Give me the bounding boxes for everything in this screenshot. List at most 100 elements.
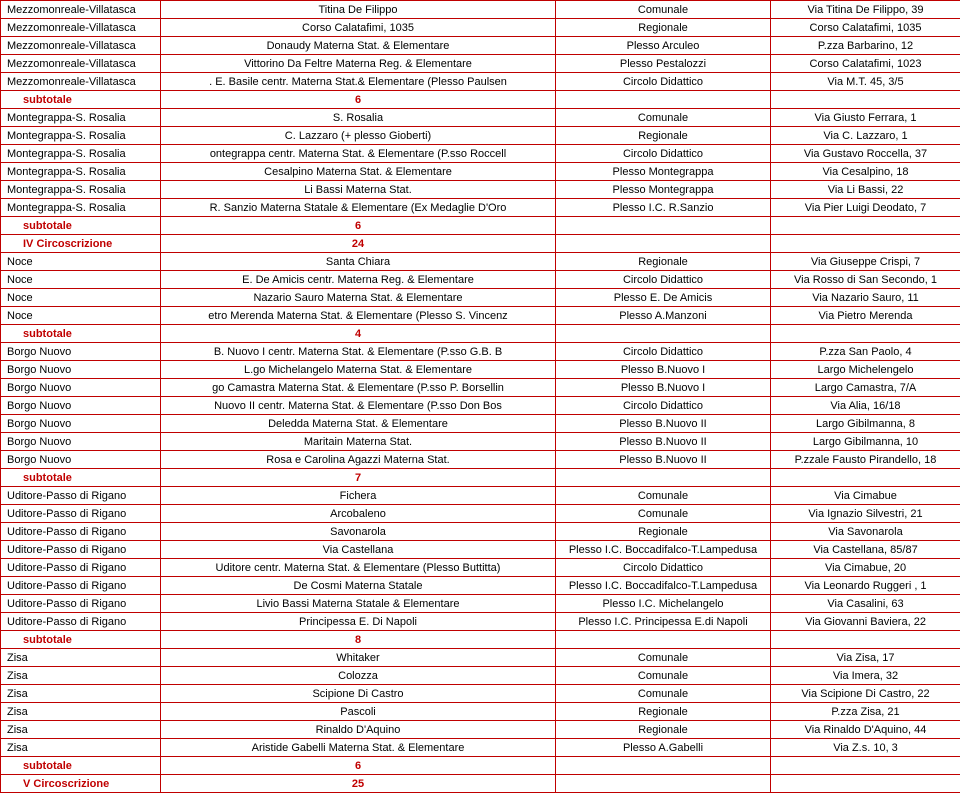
table-row: ZisaRinaldo D'AquinoRegionaleVia Rinaldo… bbox=[1, 721, 960, 739]
table-row: Mezzomonreale-VillatascaVittorino Da Fel… bbox=[1, 55, 960, 73]
cell-name: S. Rosalia bbox=[161, 109, 556, 127]
cell-name: Titina De Filippo bbox=[161, 1, 556, 19]
cell-type: Plesso I.C. Boccadifalco-T.Lampedusa bbox=[556, 541, 771, 559]
table-row: Uditore-Passo di RiganoLivio Bassi Mater… bbox=[1, 595, 960, 613]
table-row: Uditore-Passo di RiganoSavonarolaRegiona… bbox=[1, 523, 960, 541]
cell-name: Maritain Materna Stat. bbox=[161, 433, 556, 451]
cell-area: Mezzomonreale-Villatasca bbox=[1, 1, 161, 19]
cell-area: Zisa bbox=[1, 739, 161, 757]
cell-type: Circolo Didattico bbox=[556, 145, 771, 163]
cell-area: Montegrappa-S. Rosalia bbox=[1, 127, 161, 145]
cell-area: Uditore-Passo di Rigano bbox=[1, 577, 161, 595]
cell-address: P.zzale Fausto Pirandello, 18 bbox=[771, 451, 960, 469]
cell-name: Livio Bassi Materna Statale & Elementare bbox=[161, 595, 556, 613]
cell-name: Corso Calatafimi, 1035 bbox=[161, 19, 556, 37]
cell-name: Fichera bbox=[161, 487, 556, 505]
cell-address: Via Rinaldo D'Aquino, 44 bbox=[771, 721, 960, 739]
cell-address: Largo Camastra, 7/A bbox=[771, 379, 960, 397]
table-row: Borgo NuovoRosa e Carolina Agazzi Matern… bbox=[1, 451, 960, 469]
cell-address bbox=[771, 757, 960, 775]
subtotal-row: subtotale6 bbox=[1, 757, 960, 775]
cell-address: P.zza Barbarino, 12 bbox=[771, 37, 960, 55]
table-row: Uditore-Passo di RiganoUditore centr. Ma… bbox=[1, 559, 960, 577]
cell-type: Comunale bbox=[556, 649, 771, 667]
cell-area: Borgo Nuovo bbox=[1, 415, 161, 433]
cell-type bbox=[556, 235, 771, 253]
table-row: Borgo Nuovogo Camastra Materna Stat. & E… bbox=[1, 379, 960, 397]
cell-type: Plesso B.Nuovo II bbox=[556, 451, 771, 469]
cell-name: Principessa E. Di Napoli bbox=[161, 613, 556, 631]
cell-name: B. Nuovo I centr. Materna Stat. & Elemen… bbox=[161, 343, 556, 361]
cell-address: Corso Calatafimi, 1035 bbox=[771, 19, 960, 37]
cell-area: Uditore-Passo di Rigano bbox=[1, 523, 161, 541]
table-row: Mezzomonreale-VillatascaTitina De Filipp… bbox=[1, 1, 960, 19]
cell-name: C. Lazzaro (+ plesso Gioberti) bbox=[161, 127, 556, 145]
cell-name: 7 bbox=[161, 469, 556, 487]
cell-name: Colozza bbox=[161, 667, 556, 685]
cell-name: Vittorino Da Feltre Materna Reg. & Eleme… bbox=[161, 55, 556, 73]
cell-area: Borgo Nuovo bbox=[1, 361, 161, 379]
cell-name: Uditore centr. Materna Stat. & Elementar… bbox=[161, 559, 556, 577]
cell-address: Via Scipione Di Castro, 22 bbox=[771, 685, 960, 703]
cell-area: Borgo Nuovo bbox=[1, 433, 161, 451]
cell-name: Deledda Materna Stat. & Elementare bbox=[161, 415, 556, 433]
cell-address: Largo Gibilmanna, 10 bbox=[771, 433, 960, 451]
cell-type: Plesso B.Nuovo II bbox=[556, 415, 771, 433]
cell-address bbox=[771, 631, 960, 649]
cell-type: Plesso B.Nuovo II bbox=[556, 433, 771, 451]
cell-type: Plesso A.Manzoni bbox=[556, 307, 771, 325]
cell-address: Via Z.s. 10, 3 bbox=[771, 739, 960, 757]
table-row: Uditore-Passo di RiganoFicheraComunaleVi… bbox=[1, 487, 960, 505]
cell-area: Noce bbox=[1, 253, 161, 271]
cell-address bbox=[771, 325, 960, 343]
table-row: Borgo NuovoMaritain Materna Stat.Plesso … bbox=[1, 433, 960, 451]
cell-area: Uditore-Passo di Rigano bbox=[1, 559, 161, 577]
cell-name: Savonarola bbox=[161, 523, 556, 541]
cell-type: Circolo Didattico bbox=[556, 271, 771, 289]
cell-address bbox=[771, 775, 960, 793]
cell-name: Aristide Gabelli Materna Stat. & Element… bbox=[161, 739, 556, 757]
cell-area: Noce bbox=[1, 271, 161, 289]
cell-area: Montegrappa-S. Rosalia bbox=[1, 199, 161, 217]
cell-name: 8 bbox=[161, 631, 556, 649]
table-row: Montegrappa-S. RosaliaS. RosaliaComunale… bbox=[1, 109, 960, 127]
cell-address: Via Alia, 16/18 bbox=[771, 397, 960, 415]
table-row: Montegrappa-S. RosaliaC. Lazzaro (+ ples… bbox=[1, 127, 960, 145]
cell-type: Plesso B.Nuovo I bbox=[556, 361, 771, 379]
cell-type: Plesso A.Gabelli bbox=[556, 739, 771, 757]
cell-area: Uditore-Passo di Rigano bbox=[1, 487, 161, 505]
cell-address: Via Giovanni Baviera, 22 bbox=[771, 613, 960, 631]
cell-name: Whitaker bbox=[161, 649, 556, 667]
cell-address: Via Cesalpino, 18 bbox=[771, 163, 960, 181]
cell-type: Comunale bbox=[556, 109, 771, 127]
cell-type: Circolo Didattico bbox=[556, 559, 771, 577]
table-row: Montegrappa-S. RosaliaCesalpino Materna … bbox=[1, 163, 960, 181]
cell-name: Pascoli bbox=[161, 703, 556, 721]
table-row: NoceNazario Sauro Materna Stat. & Elemen… bbox=[1, 289, 960, 307]
table-row: Uditore-Passo di RiganoPrincipessa E. Di… bbox=[1, 613, 960, 631]
cell-area: Mezzomonreale-Villatasca bbox=[1, 55, 161, 73]
cell-type: Comunale bbox=[556, 505, 771, 523]
cell-type: Comunale bbox=[556, 685, 771, 703]
cell-address: P.zza Zisa, 21 bbox=[771, 703, 960, 721]
cell-type bbox=[556, 757, 771, 775]
cell-name: Via Castellana bbox=[161, 541, 556, 559]
cell-type: Comunale bbox=[556, 487, 771, 505]
cell-address: Via Nazario Sauro, 11 bbox=[771, 289, 960, 307]
cell-area: Borgo Nuovo bbox=[1, 451, 161, 469]
cell-area: Borgo Nuovo bbox=[1, 397, 161, 415]
cell-address: Via Rosso di San Secondo, 1 bbox=[771, 271, 960, 289]
subtotal-row: subtotale4 bbox=[1, 325, 960, 343]
cell-address: Via Ignazio Silvestri, 21 bbox=[771, 505, 960, 523]
subtotal-row: subtotale8 bbox=[1, 631, 960, 649]
table-row: Montegrappa-S. Rosaliaontegrappa centr. … bbox=[1, 145, 960, 163]
cell-address bbox=[771, 91, 960, 109]
cell-name: Arcobaleno bbox=[161, 505, 556, 523]
cell-address: Via Li Bassi, 22 bbox=[771, 181, 960, 199]
cell-type: Circolo Didattico bbox=[556, 397, 771, 415]
cell-name: etro Merenda Materna Stat. & Elementare … bbox=[161, 307, 556, 325]
cell-address: Via Cimabue, 20 bbox=[771, 559, 960, 577]
cell-area: subtotale bbox=[1, 325, 161, 343]
cell-type: Plesso E. De Amicis bbox=[556, 289, 771, 307]
cell-type: Plesso Montegrappa bbox=[556, 163, 771, 181]
